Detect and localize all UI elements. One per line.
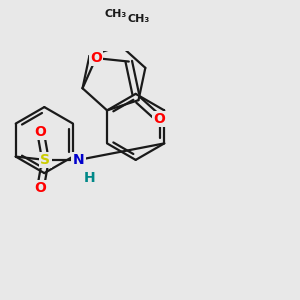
Text: O: O: [34, 181, 46, 195]
Text: O: O: [90, 51, 102, 65]
Text: CH₃: CH₃: [127, 14, 149, 24]
Text: H: H: [84, 171, 96, 185]
Text: CH₃: CH₃: [104, 9, 127, 19]
Text: N: N: [73, 153, 84, 167]
Text: O: O: [34, 125, 46, 139]
Text: S: S: [40, 153, 50, 167]
Text: O: O: [153, 112, 165, 126]
